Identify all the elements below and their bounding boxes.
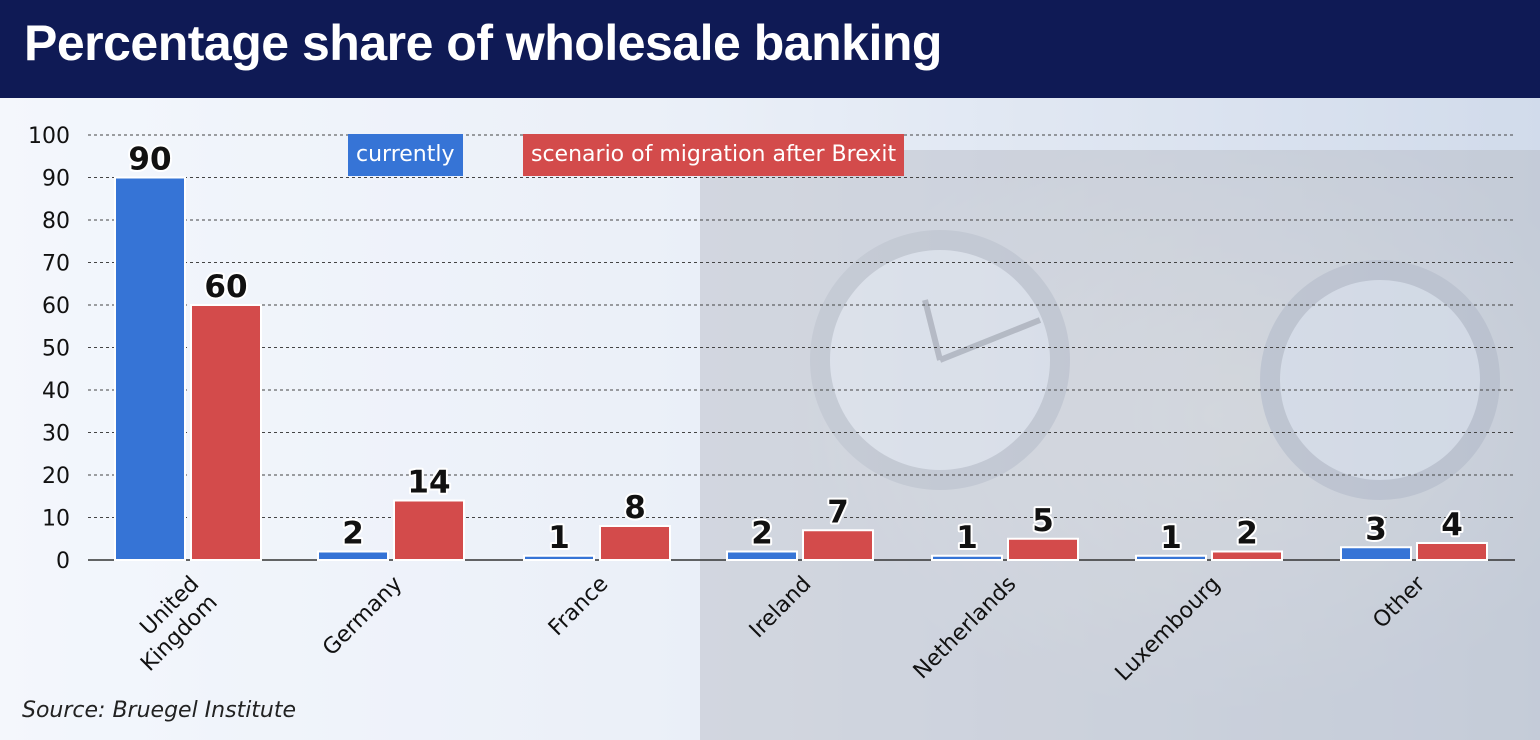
category-label-netherlands: Netherlands	[909, 572, 1022, 685]
bar-scenario-germany	[393, 499, 465, 561]
legend-scenario: scenario of migration after Brexit	[523, 134, 905, 176]
data-label: 1	[1160, 520, 1182, 556]
bar-currently-luxembourg	[1135, 554, 1207, 561]
data-label: 7	[827, 494, 849, 530]
data-label: 2	[751, 516, 773, 552]
y-tick-label: 10	[42, 507, 70, 532]
bar-scenario-netherlands	[1007, 537, 1079, 561]
bar-currently-other	[1340, 546, 1412, 561]
data-label: 1	[956, 520, 978, 556]
y-tick-label: 70	[42, 252, 70, 277]
category-label-ireland: Ireland	[745, 572, 816, 643]
y-tick-label: 60	[42, 294, 70, 319]
title-bar: Percentage share of wholesale banking	[0, 0, 1540, 98]
data-label: 4	[1441, 507, 1463, 543]
y-tick-label: 0	[56, 549, 70, 574]
category-label-luxembourg: Luxembourg	[1111, 572, 1226, 687]
data-label: 5	[1032, 503, 1054, 539]
y-tick-label: 40	[42, 379, 70, 404]
category-label-line: Ireland	[745, 572, 816, 643]
y-tick-label: 80	[42, 209, 70, 234]
clock-tower-silhouette	[700, 150, 1540, 740]
y-tick-label: 30	[42, 422, 70, 447]
category-label-france: France	[544, 572, 613, 641]
data-label: 14	[407, 465, 450, 501]
y-tick-label: 100	[28, 124, 70, 149]
legend-currently: currently	[348, 134, 463, 176]
data-label: 2	[1236, 516, 1258, 552]
bar-scenario-ireland	[802, 529, 874, 561]
bar-scenario-united-kingdom	[190, 304, 262, 561]
data-label: 1	[548, 520, 570, 556]
bar-scenario-france	[599, 525, 671, 561]
data-label: 8	[624, 490, 646, 526]
y-tick-label: 20	[42, 464, 70, 489]
bar-currently-france	[523, 554, 595, 561]
bar-currently-netherlands	[931, 554, 1003, 561]
data-label: 3	[1365, 511, 1387, 547]
gridlines	[88, 134, 1515, 561]
data-labels: 90 60 2 14 1 8 2 7 1 5 1 2 3 4	[126, 140, 1464, 558]
bar-scenario-luxembourg	[1211, 550, 1283, 561]
bar-currently-united-kingdom	[114, 176, 186, 561]
y-axis-ticks: 0 10 20 30 40 50 60 70 80 90 100	[28, 124, 70, 574]
category-label-line: Netherlands	[909, 572, 1022, 685]
chart-title: Percentage share of wholesale banking	[24, 15, 942, 71]
data-label: 2	[342, 516, 364, 552]
bar-scenario-other	[1416, 542, 1488, 561]
data-label: 60	[204, 269, 247, 305]
source-note: Source: Bruegel Institute	[22, 698, 297, 723]
data-label: 90	[128, 142, 171, 178]
category-label-germany: Germany	[318, 572, 407, 661]
category-label-line: Germany	[318, 572, 407, 661]
y-tick-label: 50	[42, 337, 70, 362]
bars	[114, 176, 1488, 561]
y-tick-label: 90	[42, 167, 70, 192]
category-label-other: Other	[1368, 571, 1431, 634]
category-label-line: Other	[1368, 571, 1431, 634]
bar-currently-germany	[317, 550, 389, 561]
bar-currently-ireland	[726, 550, 798, 561]
category-label-line: France	[544, 572, 613, 641]
category-label-line: Luxembourg	[1111, 572, 1226, 687]
